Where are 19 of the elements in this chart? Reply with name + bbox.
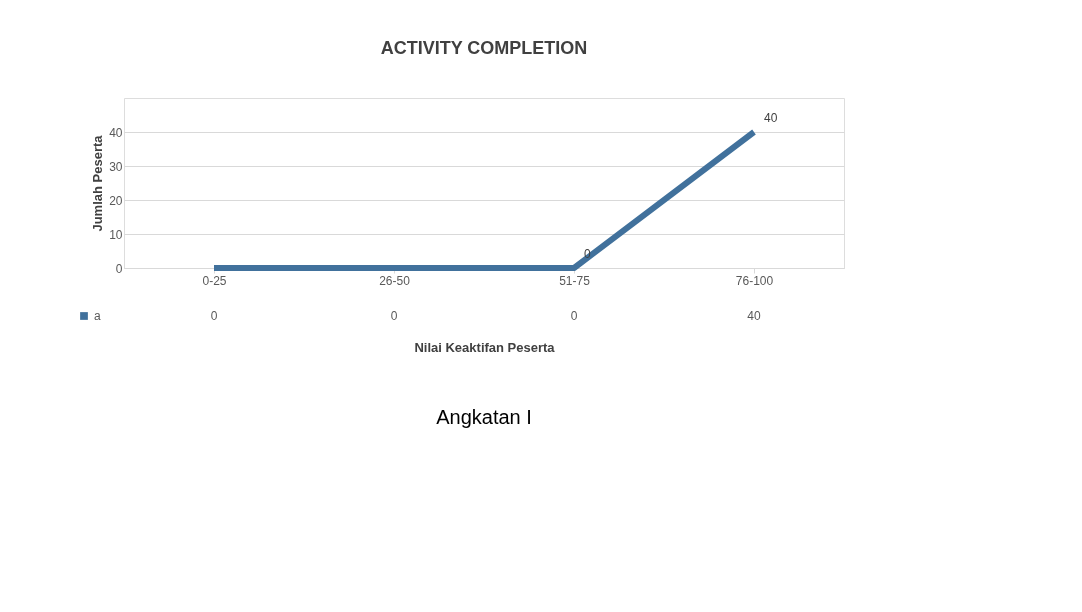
data-label: 0	[570, 309, 578, 323]
legend-label: a	[94, 309, 101, 323]
y-axis-title: Jumlah Peserta	[90, 134, 106, 232]
data-label: 0	[390, 309, 398, 323]
y-tick-label: 40	[109, 125, 123, 140]
x-tick-label: 0-25	[202, 273, 227, 288]
y-tick-label: 30	[109, 159, 123, 174]
x-tick-label: 76-100	[735, 273, 774, 288]
y-tick-label: 10	[109, 227, 123, 242]
annotation: 40	[764, 111, 778, 125]
x-tick-label: 26-50	[379, 273, 411, 288]
x-tick-label: 51-75	[559, 273, 591, 288]
data-label: 40	[747, 309, 761, 323]
text: Angkatan I	[436, 406, 532, 428]
x-axis-title: Nilai Keaktifan Peserta	[414, 339, 556, 355]
data-label: 0	[210, 309, 218, 323]
y-tick-label: 20	[109, 193, 123, 208]
y-tick-label: 0	[115, 261, 123, 276]
chart-title: ACTIVITY COMPLETION	[380, 38, 588, 58]
